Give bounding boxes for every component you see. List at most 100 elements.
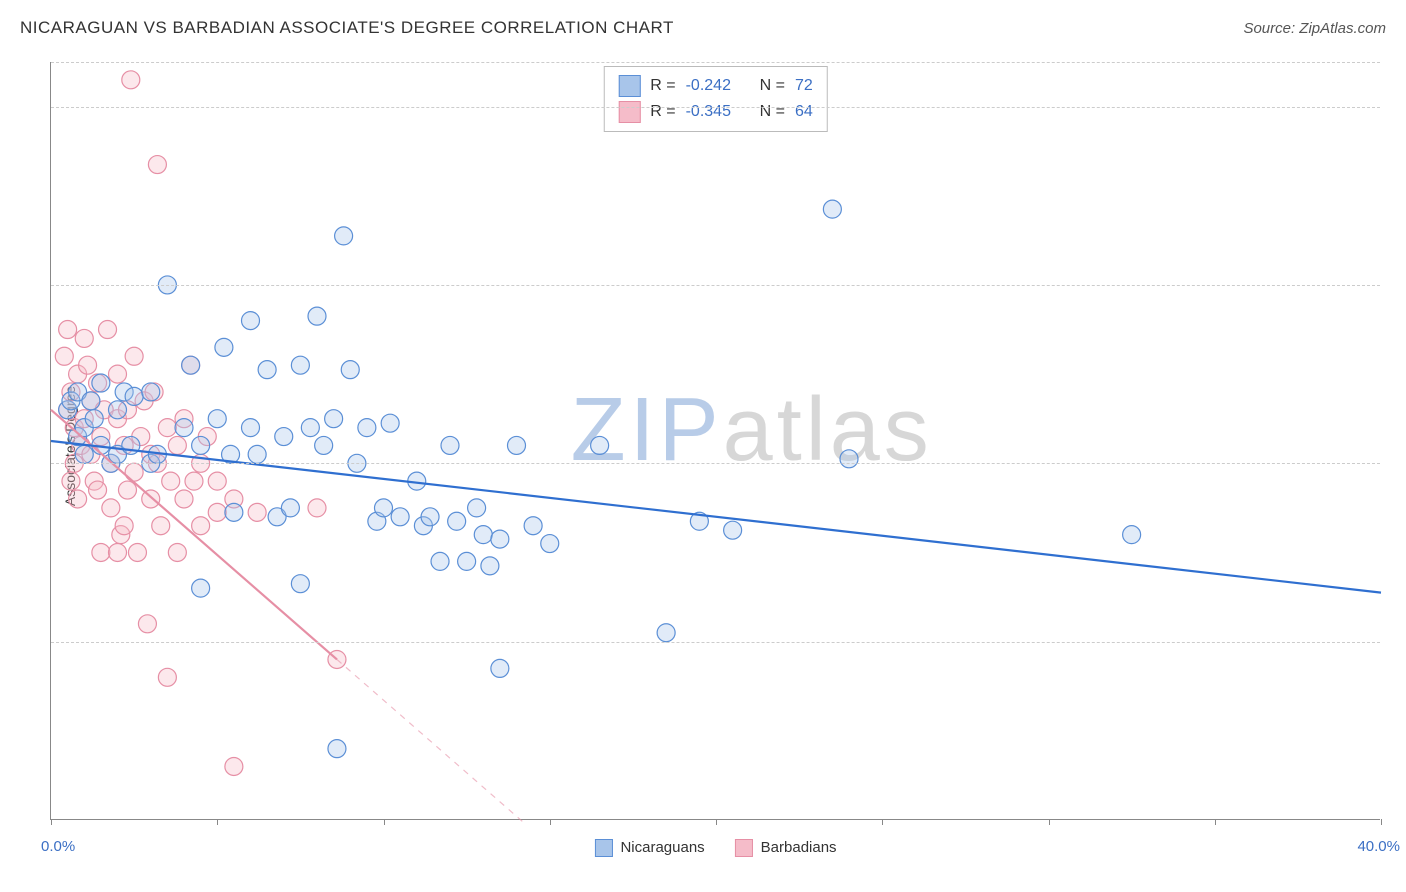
data-point xyxy=(208,410,226,428)
data-point xyxy=(335,227,353,245)
data-point xyxy=(657,624,675,642)
data-point xyxy=(281,499,299,517)
data-point xyxy=(823,200,841,218)
data-point xyxy=(358,419,376,437)
data-point xyxy=(158,419,176,437)
data-point xyxy=(182,356,200,374)
data-point xyxy=(591,436,609,454)
data-point xyxy=(192,579,210,597)
x-tick xyxy=(1215,819,1216,825)
data-point xyxy=(474,526,492,544)
data-point xyxy=(75,329,93,347)
data-point xyxy=(79,356,97,374)
data-point xyxy=(69,490,87,508)
data-point xyxy=(115,517,133,535)
data-point xyxy=(99,321,117,339)
plot-area: ZIPatlas R =-0.242N =72R =-0.345N =64 0.… xyxy=(50,62,1380,820)
data-point xyxy=(541,535,559,553)
data-point xyxy=(328,740,346,758)
data-point xyxy=(308,499,326,517)
data-point xyxy=(168,543,186,561)
x-tick xyxy=(882,819,883,825)
data-point xyxy=(341,361,359,379)
data-point xyxy=(315,436,333,454)
data-point xyxy=(724,521,742,539)
x-tick xyxy=(217,819,218,825)
grid-line xyxy=(51,107,1380,108)
data-point xyxy=(122,71,140,89)
chart-title: NICARAGUAN VS BARBADIAN ASSOCIATE'S DEGR… xyxy=(20,18,674,38)
data-point xyxy=(148,156,166,174)
data-point xyxy=(152,517,170,535)
chart-source: Source: ZipAtlas.com xyxy=(1243,20,1386,37)
grid-line xyxy=(51,285,1380,286)
data-point xyxy=(448,512,466,530)
data-point xyxy=(391,508,409,526)
data-point xyxy=(491,530,509,548)
data-point xyxy=(92,374,110,392)
data-point xyxy=(508,436,526,454)
data-point xyxy=(308,307,326,325)
data-point xyxy=(242,419,260,437)
data-point xyxy=(109,401,127,419)
data-point xyxy=(62,472,80,490)
data-point xyxy=(192,436,210,454)
data-point xyxy=(248,445,266,463)
data-point xyxy=(840,450,858,468)
y-tick-label: 60.0% xyxy=(1390,276,1406,293)
data-point xyxy=(325,410,343,428)
data-point xyxy=(192,517,210,535)
legend: Nicaraguans Barbadians xyxy=(594,839,836,857)
scatter-svg xyxy=(51,62,1380,819)
data-point xyxy=(142,383,160,401)
n-value: 72 xyxy=(795,77,813,95)
grid-line xyxy=(51,62,1380,63)
data-point xyxy=(458,552,476,570)
correlation-row: R =-0.242N =72 xyxy=(618,73,812,99)
data-point xyxy=(162,472,180,490)
y-tick-label: 40.0% xyxy=(1390,455,1406,472)
data-point xyxy=(109,365,127,383)
data-point xyxy=(524,517,542,535)
data-point xyxy=(215,338,233,356)
data-point xyxy=(375,499,393,517)
data-point xyxy=(248,503,266,521)
legend-swatch xyxy=(618,101,640,123)
data-point xyxy=(92,543,110,561)
y-tick-label: 80.0% xyxy=(1390,98,1406,115)
data-point xyxy=(421,508,439,526)
x-axis-min-label: 0.0% xyxy=(41,838,75,855)
y-tick-label: 20.0% xyxy=(1390,633,1406,650)
data-point xyxy=(59,321,77,339)
data-point xyxy=(125,347,143,365)
data-point xyxy=(175,419,193,437)
data-point xyxy=(441,436,459,454)
title-bar: NICARAGUAN VS BARBADIAN ASSOCIATE'S DEGR… xyxy=(20,18,1386,38)
x-axis-max-label: 40.0% xyxy=(1357,838,1400,855)
x-tick xyxy=(51,819,52,825)
data-point xyxy=(128,543,146,561)
data-point xyxy=(138,615,156,633)
data-point xyxy=(185,472,203,490)
x-tick xyxy=(1049,819,1050,825)
data-point xyxy=(301,419,319,437)
legend-label: Barbadians xyxy=(761,839,837,856)
data-point xyxy=(109,543,127,561)
chart-container: NICARAGUAN VS BARBADIAN ASSOCIATE'S DEGR… xyxy=(0,0,1406,892)
data-point xyxy=(1123,526,1141,544)
x-tick xyxy=(716,819,717,825)
data-point xyxy=(85,410,103,428)
r-label: R = xyxy=(650,77,675,95)
data-point xyxy=(258,361,276,379)
data-point xyxy=(431,552,449,570)
data-point xyxy=(291,575,309,593)
data-point xyxy=(89,481,107,499)
data-point xyxy=(225,757,243,775)
correlation-row: R =-0.345N =64 xyxy=(618,99,812,125)
data-point xyxy=(208,503,226,521)
legend-item: Nicaraguans xyxy=(594,839,704,857)
data-point xyxy=(55,347,73,365)
data-point xyxy=(118,481,136,499)
x-tick xyxy=(1381,819,1382,825)
r-value: -0.242 xyxy=(686,77,750,95)
